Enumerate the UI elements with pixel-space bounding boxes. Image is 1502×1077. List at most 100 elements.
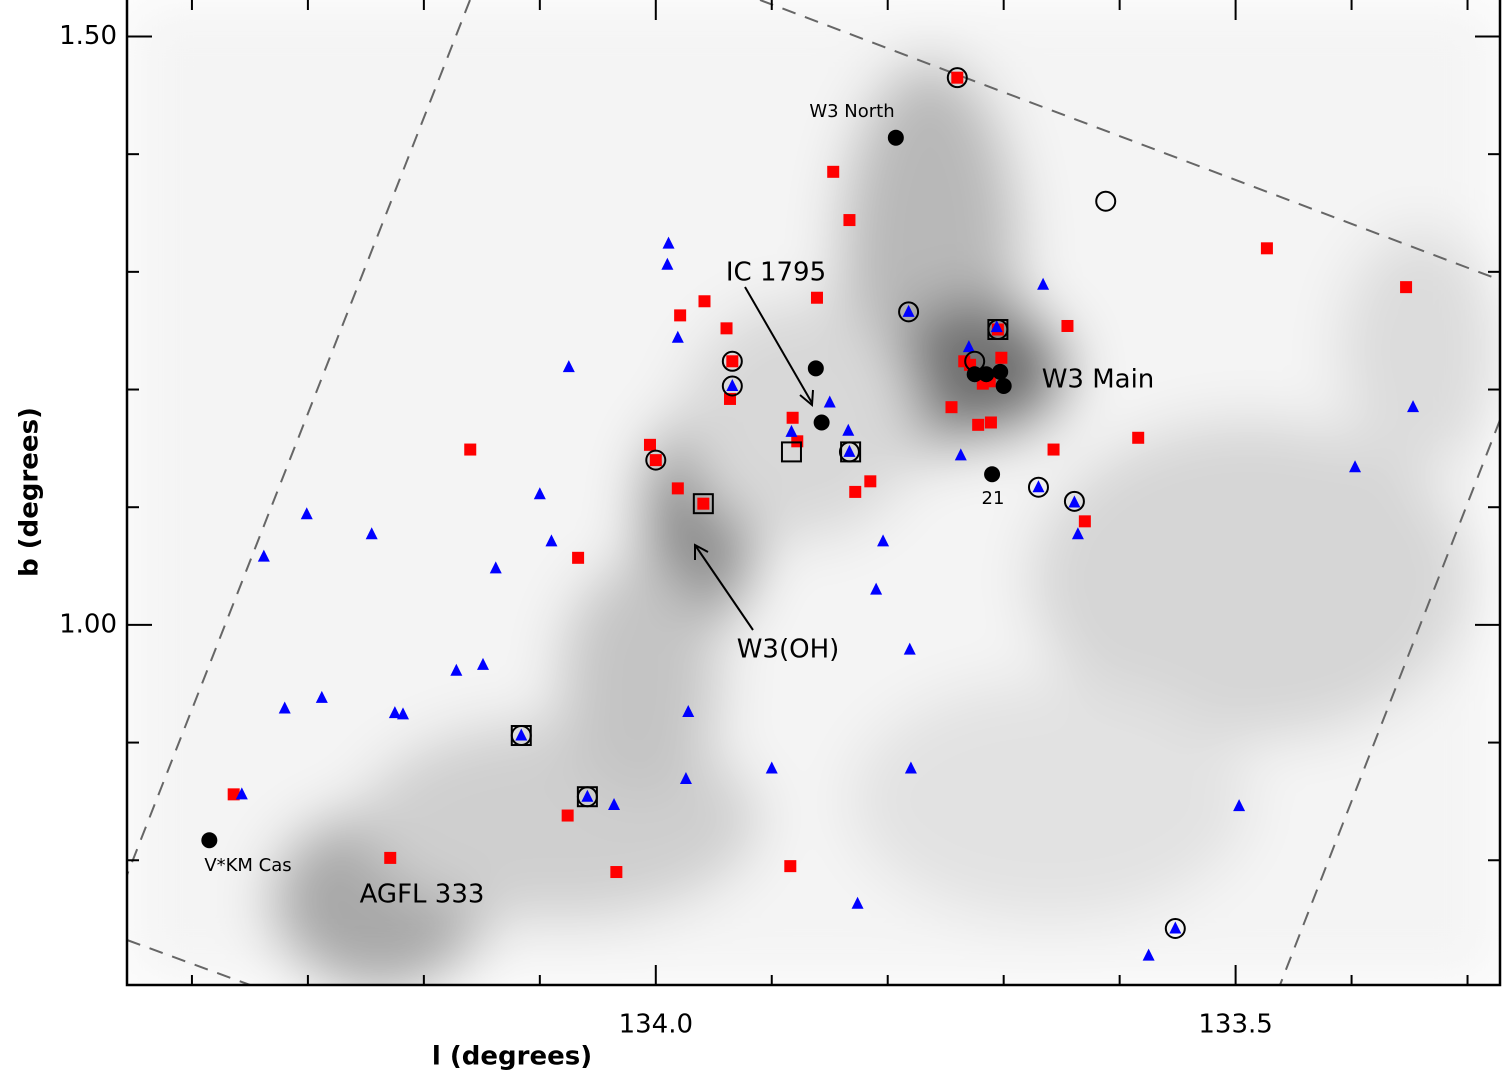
- red-square: [827, 165, 840, 178]
- blue-triangle: [489, 561, 502, 574]
- red-square: [843, 214, 856, 227]
- blue-triangle: [682, 704, 695, 717]
- black-dot: [978, 366, 995, 383]
- survey-boundary: [127, 0, 1500, 985]
- red-square: [561, 809, 574, 822]
- blue-triangle: [1068, 495, 1081, 508]
- open-square: [840, 441, 862, 463]
- blue-triangle: [477, 657, 490, 670]
- blue-triangle: [1071, 527, 1084, 540]
- blue-triangle: [365, 527, 378, 540]
- blue-triangle: [904, 761, 917, 774]
- blue-triangle: [877, 534, 890, 547]
- open-circle: [1095, 190, 1117, 212]
- black-dot: [807, 360, 824, 377]
- open-circle: [721, 350, 743, 372]
- annotation: V*KM Cas: [204, 855, 291, 876]
- blue-triangle: [785, 424, 798, 437]
- open-circle: [1164, 918, 1186, 940]
- blue-triangle: [662, 236, 675, 249]
- y-axis-label: b (degrees): [15, 407, 45, 577]
- blue-triangle: [235, 787, 248, 800]
- red-square: [698, 295, 711, 308]
- blue-triangle: [903, 642, 916, 655]
- y-tick-label: 1.50: [59, 21, 117, 51]
- blue-triangle: [962, 340, 975, 353]
- x-tick-label: 134.0: [619, 1010, 693, 1040]
- open-circle: [946, 67, 968, 89]
- open-circle: [721, 375, 743, 397]
- blue-triangle: [870, 582, 883, 595]
- blue-triangle: [581, 789, 594, 802]
- red-square: [1132, 431, 1145, 444]
- open-circle: [1063, 490, 1085, 512]
- nebula-background: [127, 0, 1500, 985]
- blue-triangle: [823, 395, 836, 408]
- blue-triangle: [1142, 948, 1155, 961]
- red-square: [671, 482, 684, 495]
- red-square: [649, 454, 662, 467]
- open-square: [780, 441, 802, 463]
- open-circle: [645, 449, 667, 471]
- blue-triangle: [843, 444, 856, 457]
- annotation: AGFL 333: [360, 880, 485, 910]
- blue-triangle: [300, 507, 313, 520]
- red-square: [984, 416, 997, 429]
- red-square: [1400, 281, 1413, 294]
- red-square: [1260, 242, 1273, 255]
- open-square: [510, 725, 532, 747]
- annotation: W3 North: [809, 101, 894, 122]
- black-dot: [984, 466, 1001, 483]
- red-square: [784, 860, 797, 873]
- red-square: [384, 851, 397, 864]
- red-square: [995, 351, 1008, 364]
- blue-triangle: [726, 378, 739, 391]
- blue-triangle: [257, 549, 270, 562]
- blue-triangle: [388, 706, 401, 719]
- black-dot: [887, 129, 904, 146]
- blue-triangle: [278, 701, 291, 714]
- blue-triangle: [661, 257, 674, 270]
- red-square: [1061, 319, 1074, 332]
- red-square: [572, 551, 585, 564]
- blue-triangle: [765, 761, 778, 774]
- blue-triangle: [315, 690, 328, 703]
- blue-triangle: [533, 487, 546, 500]
- x-axis-label: l (degrees): [432, 1042, 592, 1072]
- open-circle: [1027, 476, 1049, 498]
- annotation: IC 1795: [726, 258, 826, 288]
- open-circle: [964, 350, 986, 372]
- blue-triangle: [679, 772, 692, 785]
- open-square: [987, 319, 1009, 341]
- open-square: [692, 493, 714, 515]
- marks: [201, 67, 1420, 961]
- red-square: [1047, 443, 1060, 456]
- blue-triangle: [954, 448, 967, 461]
- blue-triangle: [1037, 277, 1050, 290]
- black-dot: [201, 832, 218, 849]
- red-square: [810, 291, 823, 304]
- blue-triangle: [1032, 480, 1045, 493]
- red-square: [674, 309, 687, 322]
- blue-triangle: [1233, 799, 1246, 812]
- red-square: [227, 788, 240, 801]
- blue-triangle: [608, 797, 621, 810]
- plot-frame: [125, 0, 1502, 987]
- red-square: [951, 71, 964, 84]
- annotation: W3(OH): [737, 635, 840, 665]
- red-square: [972, 418, 985, 431]
- annotation: 21: [982, 488, 1005, 509]
- red-square: [643, 438, 656, 451]
- blue-triangle: [902, 304, 915, 317]
- black-dot: [992, 363, 1009, 380]
- red-square: [864, 475, 877, 488]
- blue-triangle: [1349, 460, 1362, 473]
- open-square: [576, 786, 598, 808]
- red-square: [945, 401, 958, 414]
- red-square: [697, 497, 710, 510]
- blue-triangle: [396, 707, 409, 720]
- black-dot: [813, 414, 830, 431]
- blue-triangle: [671, 330, 684, 343]
- blue-triangle: [842, 423, 855, 436]
- red-square: [849, 485, 862, 498]
